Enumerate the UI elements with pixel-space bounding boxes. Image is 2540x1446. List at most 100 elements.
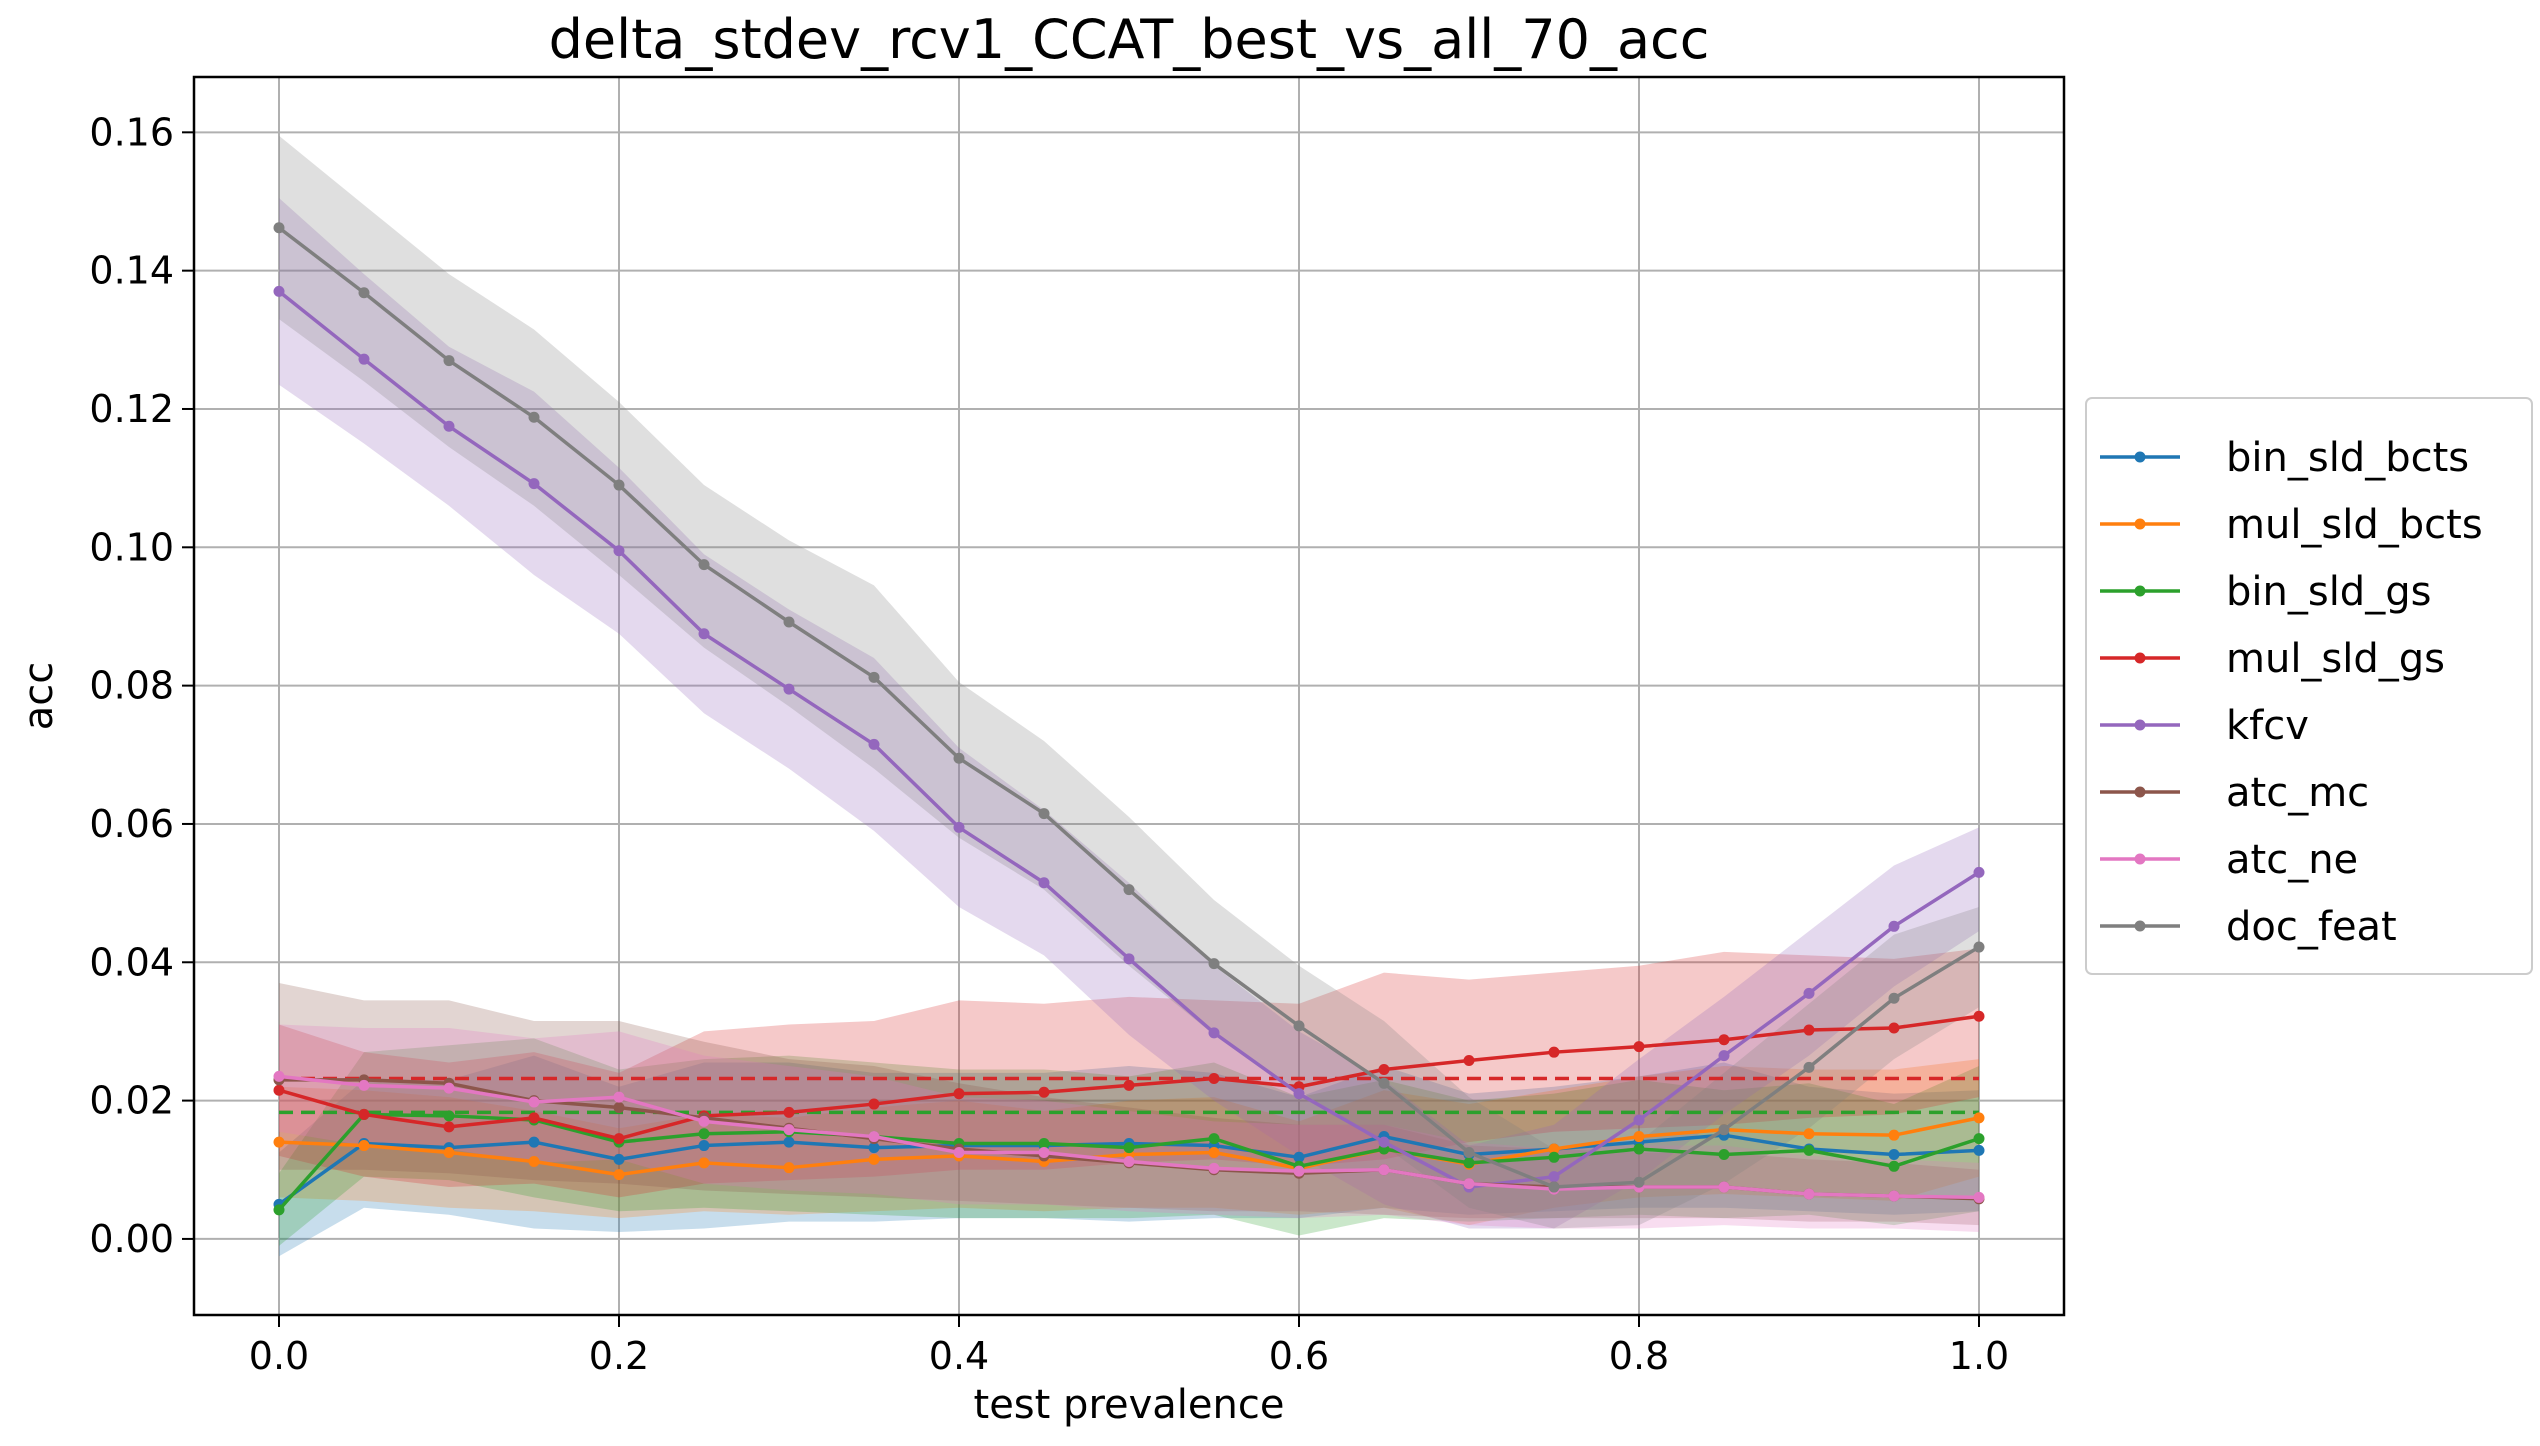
point-mul_sld_bcts	[783, 1162, 795, 1174]
point-atc_ne	[443, 1082, 455, 1094]
x-axis: 0.0 0.2 0.4 0.6 0.8 1.0	[249, 1315, 2009, 1378]
point-mul_sld_bcts	[1633, 1131, 1645, 1143]
point-mul_sld_gs	[1208, 1072, 1220, 1084]
point-doc_feat	[1378, 1077, 1390, 1089]
point-mul_sld_gs	[1973, 1010, 1985, 1022]
point-kfcv	[1038, 877, 1050, 889]
point-bin_sld_gs	[1888, 1160, 1900, 1172]
series-atc_ne	[273, 1070, 1985, 1203]
point-atc_mc	[613, 1102, 625, 1114]
legend-item-atc_ne: atc_ne	[2100, 837, 2358, 883]
point-doc_feat	[613, 479, 625, 491]
point-mul_sld_bcts	[868, 1153, 880, 1165]
legend-label: bin_sld_bcts	[2226, 435, 2469, 481]
legend-label: mul_sld_bcts	[2226, 502, 2483, 548]
point-bin_sld_bcts	[613, 1153, 625, 1165]
y-tick-label: 0.00	[89, 1217, 174, 1261]
point-mul_sld_gs	[1888, 1022, 1900, 1034]
legend-marker	[2134, 518, 2146, 530]
x-tick-label: 1.0	[1949, 1334, 2009, 1378]
point-mul_sld_bcts	[1888, 1129, 1900, 1141]
point-bin_sld_gs	[1208, 1133, 1220, 1145]
point-bin_sld_gs	[1633, 1143, 1645, 1155]
point-mul_sld_gs	[1463, 1054, 1475, 1066]
point-kfcv	[868, 738, 880, 750]
point-mul_sld_gs	[613, 1133, 625, 1145]
point-mul_sld_bcts	[273, 1136, 285, 1148]
point-mul_sld_bcts	[698, 1157, 710, 1169]
point-kfcv	[273, 285, 285, 297]
point-atc_ne	[358, 1079, 370, 1091]
chart-title: delta_stdev_rcv1_CCAT_best_vs_all_70_acc	[549, 8, 1710, 71]
legend-marker	[2134, 719, 2146, 731]
point-bin_sld_bcts	[1973, 1144, 1985, 1156]
point-mul_sld_gs	[1548, 1046, 1560, 1058]
point-doc_feat	[1038, 808, 1050, 820]
point-mul_sld_bcts	[443, 1146, 455, 1158]
y-axis: 0.00 0.02 0.04 0.06 0.08 0.10 0.12 0.14 0.16	[89, 110, 194, 1261]
point-doc_feat	[528, 411, 540, 423]
point-mul_sld_gs	[868, 1098, 880, 1110]
point-bin_sld_gs	[698, 1128, 710, 1140]
legend: bin_sld_bcts mul_sld_bcts bin_sld_gs mul_sl…	[2085, 397, 2533, 975]
x-tick-label: 0.0	[249, 1334, 309, 1378]
point-kfcv	[1718, 1050, 1730, 1062]
point-bin_sld_bcts	[868, 1142, 880, 1154]
point-doc_feat	[1718, 1124, 1730, 1136]
point-doc_feat	[1123, 884, 1135, 896]
point-kfcv	[358, 353, 370, 365]
point-doc_feat	[953, 752, 965, 764]
point-doc_feat	[1973, 941, 1985, 953]
y-tick-label: 0.04	[89, 940, 174, 984]
point-atc_ne	[1463, 1178, 1475, 1190]
point-doc_feat	[1633, 1176, 1645, 1188]
point-bin_sld_gs	[1123, 1142, 1135, 1154]
point-mul_sld_gs	[443, 1121, 455, 1133]
point-kfcv	[1973, 866, 1985, 878]
legend-item-kfcv: kfcv	[2100, 703, 2309, 749]
point-doc_feat	[358, 287, 370, 299]
point-bin_sld_bcts	[698, 1140, 710, 1152]
point-atc_ne	[783, 1124, 795, 1136]
legend-item-bin_sld_bcts: bin_sld_bcts	[2100, 435, 2469, 481]
legend-item-bin_sld_gs: bin_sld_gs	[2100, 569, 2431, 615]
point-atc_ne	[1803, 1188, 1815, 1200]
band-doc_feat	[279, 135, 1979, 1229]
grid	[194, 77, 2064, 1315]
point-bin_sld_gs	[1718, 1149, 1730, 1161]
y-tick-label: 0.08	[89, 664, 174, 708]
point-doc_feat	[1803, 1061, 1815, 1073]
point-kfcv	[1633, 1114, 1645, 1126]
y-tick-label: 0.16	[89, 110, 174, 154]
x-tick-label: 0.2	[589, 1334, 649, 1378]
point-doc_feat	[868, 671, 880, 683]
legend-frame	[2085, 397, 2533, 975]
series-kfcv	[273, 285, 1985, 1193]
point-atc_ne	[1293, 1165, 1305, 1177]
point-atc_ne	[1208, 1162, 1220, 1174]
point-kfcv	[1123, 953, 1135, 965]
point-mul_sld_gs	[273, 1084, 285, 1096]
point-doc_feat	[1463, 1146, 1475, 1158]
point-kfcv	[1208, 1027, 1220, 1039]
y-tick-label: 0.10	[89, 525, 174, 569]
point-bin_sld_gs	[1803, 1144, 1815, 1156]
legend-marker	[2134, 920, 2146, 932]
x-axis-label: test prevalence	[974, 1382, 1285, 1428]
point-kfcv	[698, 628, 710, 640]
point-kfcv	[443, 420, 455, 432]
x-tick-label: 0.8	[1609, 1334, 1669, 1378]
series-lines	[273, 222, 1985, 1216]
point-bin_sld_gs	[443, 1110, 455, 1122]
point-kfcv	[528, 478, 540, 490]
point-mul_sld_bcts	[528, 1155, 540, 1167]
series-mul_sld_gs	[273, 1010, 1985, 1145]
y-tick-label: 0.14	[89, 249, 174, 293]
plot-frame	[192, 75, 2066, 1317]
point-bin_sld_gs	[273, 1204, 285, 1216]
point-atc_ne	[1718, 1181, 1730, 1193]
point-doc_feat	[783, 616, 795, 628]
point-atc_ne	[528, 1096, 540, 1108]
point-mul_sld_bcts	[613, 1169, 625, 1181]
legend-label: bin_sld_gs	[2226, 569, 2431, 615]
